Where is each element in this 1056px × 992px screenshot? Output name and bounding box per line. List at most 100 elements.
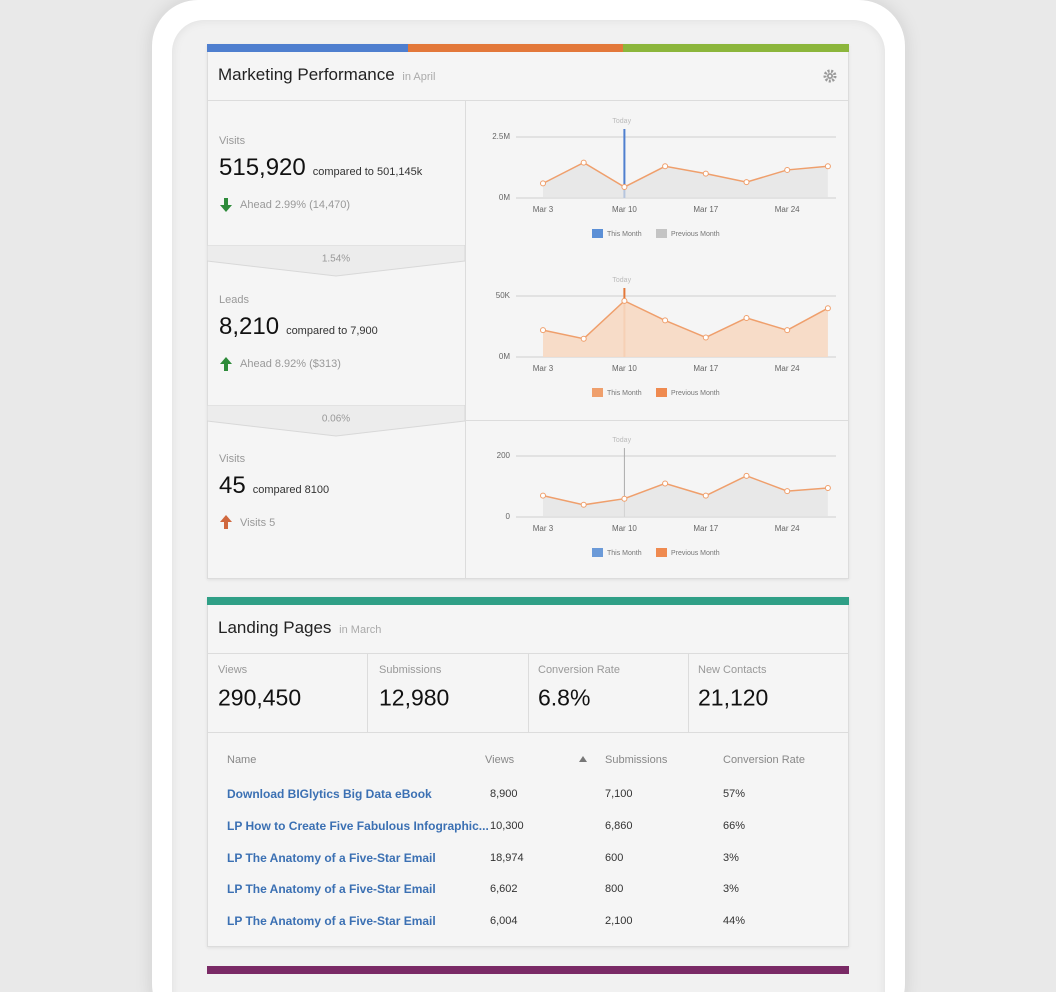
header-separator (207, 100, 849, 101)
kpi-value: 12,980 (379, 684, 450, 711)
area (543, 300, 828, 357)
metric-value: 515,920 (219, 154, 306, 181)
table-cell: 3% (723, 883, 739, 895)
metric-compare: compared to 501,145k (312, 166, 423, 178)
y-tick-label: 200 (497, 451, 511, 460)
x-tick-label: Mar 10 (612, 205, 637, 214)
card-title: Landing Pages in March (218, 618, 381, 638)
metric-label: Visits (219, 453, 246, 465)
chart: 0 200 Today Mar 3 Mar 10 Mar 17 Mar 24 This Mon… (497, 437, 836, 557)
page-link[interactable]: Download BIGlytics Big Data eBook (227, 787, 432, 801)
legend-label: Previous Month (671, 390, 720, 397)
x-tick-label: Mar 24 (775, 364, 800, 373)
metric-delta: Ahead 2.99% (14,470) (240, 199, 351, 211)
table-cell: 44% (723, 915, 746, 927)
divider-chevron (207, 405, 465, 437)
kpi-label: Conversion Rate (538, 664, 620, 676)
point (743, 472, 750, 479)
column-header: Name (227, 754, 257, 766)
chevron-shape (207, 405, 465, 437)
legend-label: This Month (607, 550, 642, 557)
legend-swatch (592, 388, 603, 397)
table-cell: 6,860 (605, 820, 633, 832)
point (702, 334, 709, 341)
metric-row: 45 compared 8100 (219, 472, 329, 500)
kpi-value: 290,450 (218, 684, 302, 711)
y-tick-label: 50K (496, 291, 511, 300)
arrow-up (220, 357, 232, 371)
line (542, 475, 828, 506)
point (743, 314, 750, 321)
point (540, 492, 546, 499)
metric-delta: Visits 5 (240, 517, 276, 529)
column-separator (465, 101, 466, 579)
table-cell: 600 (605, 852, 624, 864)
page-link[interactable]: LP The Anatomy of a Five-Star Email (227, 882, 436, 896)
point (540, 327, 546, 334)
sort-arrow[interactable] (579, 756, 587, 762)
point (621, 495, 628, 502)
point (662, 163, 669, 170)
point (580, 501, 587, 508)
table-cell: 66% (723, 820, 746, 832)
point (824, 485, 831, 492)
column-header: Submissions (605, 754, 668, 766)
page-link[interactable]: LP How to Create Five Fabulous Infograph… (227, 819, 489, 833)
point (662, 317, 669, 324)
table-cell: 3% (723, 852, 739, 864)
title: Landing Pages (218, 618, 332, 637)
point (784, 327, 791, 334)
page-link[interactable]: LP The Anatomy of a Five-Star Email (227, 851, 436, 865)
metric-row: 8,210 compared to 7,900 (219, 313, 378, 341)
chart: 0M 50K Today Mar 3 Mar 10 Mar 17 Mar 24 This Mo… (496, 277, 836, 397)
color-bar-blue (207, 44, 408, 52)
area-shade (543, 475, 828, 517)
legend-swatch (656, 388, 667, 397)
metric-value: 45 (219, 472, 246, 499)
point (784, 488, 791, 495)
x-tick-label: Mar 17 (693, 205, 718, 214)
x-tick-label: Mar 3 (533, 524, 554, 533)
card-title: Marketing Performance in April (218, 65, 435, 85)
page-link[interactable]: LP The Anatomy of a Five-Star Email (227, 914, 436, 928)
color-bar-teal (207, 597, 849, 605)
table-cell: 7,100 (605, 788, 633, 800)
point (784, 166, 791, 173)
settings-gear[interactable] (823, 69, 837, 83)
legend-swatch (592, 548, 603, 557)
today-label: Today (612, 118, 631, 125)
point (824, 305, 831, 312)
chart: 0M 2.5M Today Mar 3 Mar 10 Mar 17 Mar 24 This M… (492, 118, 836, 238)
metric-compare: compared 8100 (252, 484, 330, 496)
table-cell: 800 (605, 883, 624, 895)
subtitle: in March (339, 624, 382, 636)
y-tick-label: 0 (506, 512, 511, 521)
kpi-separator (688, 653, 689, 733)
table-cell: 6,004 (490, 915, 518, 927)
color-bar-purple (207, 966, 849, 974)
table-cell: 57% (723, 788, 746, 800)
color-bar-green (623, 44, 849, 52)
kpi-separator (367, 653, 368, 733)
y-tick-label: 2.5M (492, 132, 510, 141)
legend-swatch (656, 229, 667, 238)
x-tick-label: Mar 3 (533, 364, 554, 373)
x-tick-label: Mar 10 (612, 364, 637, 373)
point (621, 297, 628, 304)
point (702, 170, 709, 177)
table-cell: 6,602 (490, 883, 518, 895)
x-tick-label: Mar 24 (775, 205, 800, 214)
point (702, 492, 709, 499)
kpi-label: Views (218, 664, 248, 676)
x-tick-label: Mar 17 (693, 524, 718, 533)
kpi-value: 21,120 (698, 684, 769, 711)
kpi-separator (528, 653, 529, 733)
subtitle: in April (402, 71, 436, 83)
legend-label: Previous Month (671, 231, 720, 238)
legend-label: Previous Month (671, 550, 720, 557)
divider-label: 1.54% (321, 253, 351, 265)
kpi-label: Submissions (379, 664, 442, 676)
point (580, 159, 587, 166)
arrow-down (220, 198, 232, 212)
